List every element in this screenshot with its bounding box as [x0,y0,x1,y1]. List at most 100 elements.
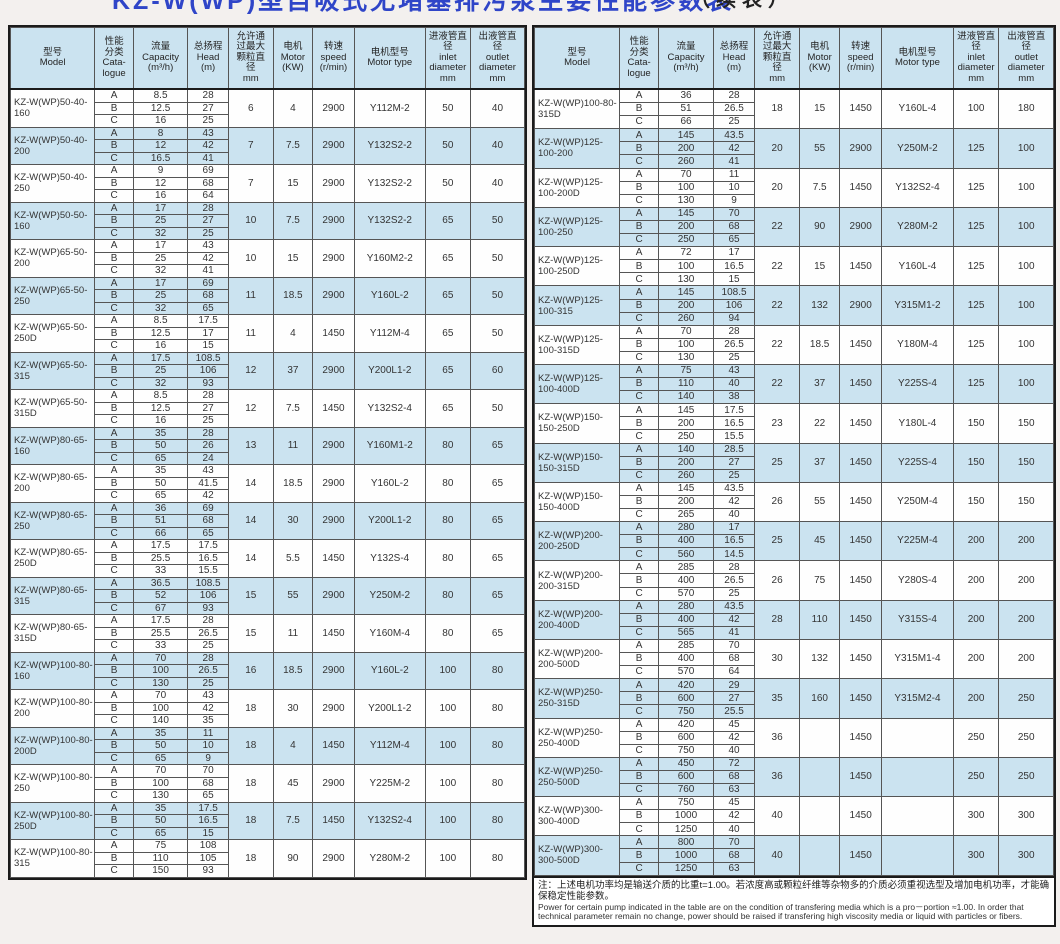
head-cell: 68 [187,176,229,190]
particle-cell: 22 [754,206,801,248]
table-row: B 600 68 [535,769,1054,784]
head-cell: 17 [713,246,756,261]
head-cell: 26.5 [187,626,229,640]
catalogue-cell: B [619,337,660,352]
motor_type-cell [881,796,954,837]
capacity-cell: 66 [658,115,715,130]
motor_type-cell: Y200L1-2 [353,501,426,540]
table-row: C 265 40 [535,507,1054,523]
speed-cell: 2900 [312,164,355,203]
head-cell: 40 [713,743,756,758]
motor_type-cell: Y200L1-2 [353,689,426,728]
catalogue-cell: C [619,429,660,444]
head-cell: 28 [187,88,229,103]
table-row: KZ-W(WP)80-65-160 A 35 28 13 11 2900 Y160M1-2 80… [9,426,526,465]
table-row: KZ-W(WP)100-80-315 A 75 108 18 90 2900 Y280M-2 1… [9,839,526,878]
outlet-cell: 50 [469,239,526,278]
head-cell: 17 [187,326,229,340]
motor_type-cell: Y250M-2 [881,128,954,169]
capacity-cell: 1000 [658,848,715,863]
catalogue-cell: A [619,442,660,457]
speed-cell: 2900 [312,239,355,278]
model-cell: KZ-W(WP)150-150-400D [533,481,621,523]
capacity-cell: 32 [132,376,189,390]
capacity-cell: 12.5 [132,101,189,115]
particle-cell: 16 [227,651,274,690]
inlet-cell: 125 [952,363,1000,405]
capacity-cell: 70 [132,651,189,665]
catalogue-cell: A [94,726,134,740]
model-cell: KZ-W(WP)250-250-400D [533,717,621,758]
capacity-cell: 140 [132,714,189,728]
motor-cell: 132 [799,638,841,680]
table-row: B 1000 68 [535,848,1054,863]
motor-cell [799,717,841,758]
catalogue-cell: A [619,481,660,496]
capacity-cell: 16 [132,114,189,128]
inlet-cell: 125 [952,167,1000,208]
catalogue-cell: B [619,377,660,392]
particle-cell: 20 [754,128,801,169]
head-cell: 43 [713,363,756,379]
head-cell: 17.5 [713,403,756,418]
catalogue-cell: A [94,126,134,140]
outlet-cell: 80 [469,839,526,878]
catalogue-cell: A [619,246,660,261]
particle-cell: 36 [754,756,801,798]
catalogue-cell: A [94,426,134,440]
motor_type-cell: Y160L-4 [881,88,954,130]
particle-cell: 18 [227,764,274,803]
motor-cell: 15 [272,239,314,278]
table-row: KZ-W(WP)50-40-200 A 8 43 7 7.5 2900 Y132S2-2 50 4… [9,126,526,165]
head-cell: 69 [187,276,229,290]
catalogue-cell: C [94,789,134,803]
table-row: C 67 93 [11,601,525,615]
motor-cell: 15 [799,88,841,130]
inlet-cell: 250 [952,717,1000,758]
model-cell: KZ-W(WP)125-100-250 [533,206,621,248]
speed-cell: 1450 [839,167,883,208]
speed-cell: 1450 [839,678,883,719]
outlet-cell: 60 [469,351,526,390]
model-cell: KZ-W(WP)300-300-400D [533,796,621,837]
speed-cell: 1450 [312,726,355,765]
capacity-cell: 1000 [658,809,715,824]
table-row: KZ-W(WP)250-250-500D A 450 72 36 1450 250 250 [533,756,1054,798]
motor-cell [799,756,841,798]
motor-cell: 30 [272,689,314,728]
inlet-cell: 300 [952,796,1000,837]
catalogue-cell: A [94,314,134,328]
inlet-cell: 50 [424,126,471,165]
catalogue-cell: C [619,390,660,405]
motor_type-cell: Y315M2-4 [881,678,954,719]
head-cell: 93 [187,864,229,878]
outlet-cell: 200 [998,638,1054,680]
catalogue-cell: A [619,796,660,811]
capacity-cell: 16 [132,339,189,353]
capacity-cell: 145 [658,481,715,496]
particle-cell: 20 [754,167,801,208]
catalogue-cell: B [94,851,134,865]
col-header-speed: 转速 speed (r/min) [312,27,355,90]
capacity-cell: 100 [658,180,715,195]
table-row: C 130 15 [535,272,1054,287]
table-row: KZ-W(WP)125-100-200D A 70 11 20 7.5 1450 Y132S2… [533,167,1054,208]
capacity-cell: 200 [658,455,715,470]
table-row: KZ-W(WP)100-80-200 A 70 43 18 30 2900 Y200L1-2 1… [9,689,526,728]
inlet-cell: 125 [952,324,1000,365]
inlet-cell: 125 [952,128,1000,169]
capacity-cell: 570 [658,665,715,680]
motor-cell: 7.5 [272,126,314,165]
particle-cell: 18 [227,726,274,765]
head-cell: 27 [187,401,229,415]
outlet-cell: 40 [469,126,526,165]
model-cell: KZ-W(WP)50-50-160 [9,201,96,240]
head-cell: 38 [713,390,756,405]
capacity-cell: 75 [132,839,189,853]
table-row: C 570 64 [535,665,1054,680]
motor_type-cell: Y160L-2 [353,651,426,690]
head-cell: 9 [187,751,229,765]
head-cell: 42 [187,139,229,153]
inlet-cell: 100 [424,801,471,840]
catalogue-cell: C [94,676,134,690]
